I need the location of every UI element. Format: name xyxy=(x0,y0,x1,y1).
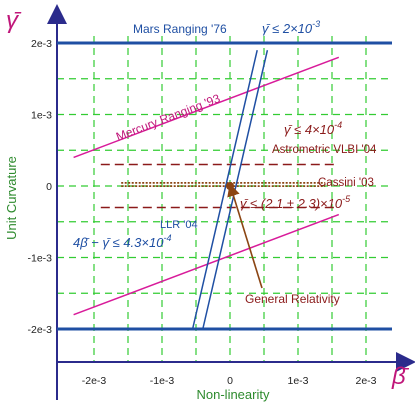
vlbi-label: Astrometric VLBI '04 xyxy=(272,144,377,156)
y-tick-label: 1e-3 xyxy=(31,110,52,122)
llr-bound-line xyxy=(191,49,258,330)
y-axis-label: Unit Curvature xyxy=(4,156,19,240)
y-tick-label: 2e-3 xyxy=(31,38,52,50)
constraint-lines xyxy=(57,41,392,331)
cassini-bound: γ̄ ≤ (2.1 ± 2.3)×10-5 xyxy=(240,194,351,211)
llr-label: LLR '04 xyxy=(160,219,198,231)
vlbi-bound-text: γ̄ ≤ 4×10 xyxy=(284,122,335,137)
vlbi-bound: γ̄ ≤ 4×10-4 xyxy=(284,120,342,137)
x-axis-symbol: β̄ xyxy=(391,363,410,390)
cassini-bound-text: γ̄ ≤ (2.1 ± 2.3)×10 xyxy=(240,196,343,211)
y-axis-symbol: γ̄ xyxy=(6,7,22,34)
llr-bound-exp: -4 xyxy=(163,233,171,243)
y-tick-label: -1e-3 xyxy=(27,253,52,265)
mercury-label: Mercury Ranging '93 xyxy=(114,91,222,144)
x-tick-label: -2e-3 xyxy=(82,375,107,387)
mars-bound-exp: -3 xyxy=(312,19,320,29)
cassini-label: Cassini '03 xyxy=(318,177,374,189)
x-tick-label: -1e-3 xyxy=(150,375,175,387)
gr-pointer-arrow xyxy=(227,183,263,289)
mercury-bound-line xyxy=(73,213,340,316)
cassini-bound-exp: -5 xyxy=(342,194,351,204)
mars-label: Mars Ranging '76 xyxy=(133,22,227,36)
tick-labels: -2e-3 -1e-3 0 1e-3 2e-3 2e-3 1e-3 0 -1e-3 -2e-3 xyxy=(27,38,376,387)
mars-bound: γ̄ ≤ 2×10-3 xyxy=(262,19,320,36)
llr-bound: 4β̄ − γ̄ ≤ 4.3×10-4 xyxy=(73,233,171,250)
y-tick-label: 0 xyxy=(46,181,52,193)
x-tick-label: 1e-3 xyxy=(287,375,308,387)
x-axis-label: Non-linearity xyxy=(197,387,270,402)
x-tick-label: 2e-3 xyxy=(355,375,376,387)
llr-bound-text: 4β̄ − γ̄ ≤ 4.3×10 xyxy=(73,235,164,250)
gr-point xyxy=(226,182,234,190)
x-tick-label: 0 xyxy=(227,375,233,387)
axes xyxy=(47,4,415,400)
vlbi-bound-exp: -4 xyxy=(334,120,342,130)
mercury-bound-line xyxy=(73,56,340,159)
gr-label: General Relativity xyxy=(245,292,340,306)
mars-bound-text: γ̄ ≤ 2×10 xyxy=(262,21,313,36)
y-tick-label: -2e-3 xyxy=(27,324,52,336)
